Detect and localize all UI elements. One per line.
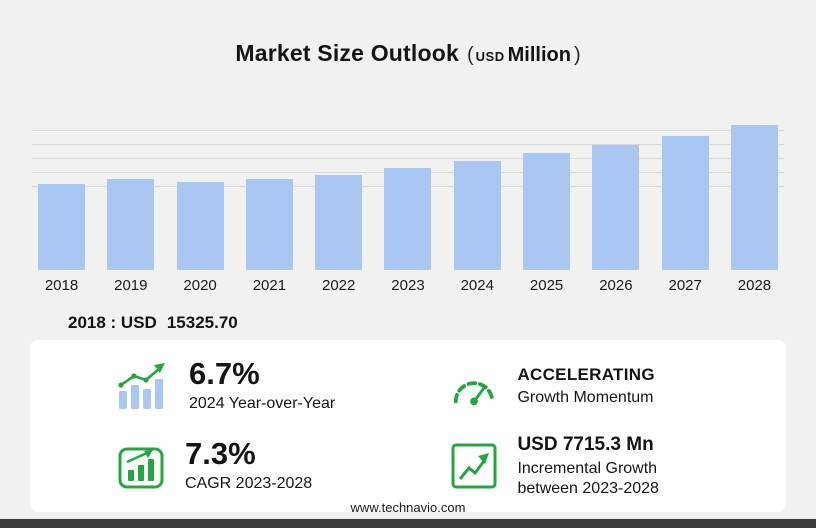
bar-2028 <box>730 124 778 270</box>
x-tick-2020: 2020 <box>183 277 217 294</box>
footer: www.technavio.com <box>0 500 816 515</box>
bar-2019 <box>107 179 155 270</box>
x-tick-2022: 2022 <box>322 277 356 294</box>
stat-incremental-text: USD 7715.3 Mn Incremental Growth between… <box>517 434 707 499</box>
title-text: Market Size Outlook <box>235 40 459 66</box>
x-tick-2024: 2024 <box>460 277 494 294</box>
stat-momentum-text: ACCELERATING Growth Momentum <box>517 365 654 408</box>
base-year-annotation: 2018 : USD 15325.70 <box>68 313 238 333</box>
stat-yoy-label: 2024 Year-over-Year <box>189 394 336 412</box>
bar-2022 <box>315 174 363 270</box>
footer-link[interactable]: www.technavio.com <box>350 500 466 515</box>
chart-title: Market Size Outlook (USD Million) <box>0 40 816 67</box>
x-axis-labels: 2018 2019 2020 2021 2022 2023 2024 2025 2026 2027… <box>32 277 784 294</box>
stat-cagr-label: CAGR 2023-2028 <box>185 474 313 492</box>
x-tick-2026: 2026 <box>599 277 633 294</box>
bar-chart-growth-icon <box>115 361 171 411</box>
paren-open-text: ( <box>467 44 474 66</box>
bar-2024 <box>453 161 501 270</box>
speedometer-icon <box>449 365 499 407</box>
x-tick-2028: 2028 <box>737 277 772 294</box>
x-tick-2023: 2023 <box>391 277 425 294</box>
stat-cagr-value: 7.3% <box>185 436 256 472</box>
bar-2023 <box>384 167 432 270</box>
stat-momentum: ACCELERATING Growth Momentum <box>449 346 768 426</box>
bar-2025 <box>523 153 571 270</box>
bar-2020 <box>176 182 224 270</box>
stat-incremental-label: Incremental Growth between 2023-2028 <box>517 459 659 497</box>
unit-currency-text: USD <box>475 49 505 64</box>
x-tick-2018: 2018 <box>44 277 79 294</box>
base-year-value: 15325.70 <box>166 313 238 332</box>
stat-yoy-text: 6.7% 2024 Year-over-Year <box>189 358 335 414</box>
stat-incremental-value: USD 7715.3 Mn <box>517 433 654 455</box>
bar-plot <box>32 120 784 270</box>
stat-momentum-value: ACCELERATING <box>517 364 655 384</box>
stat-momentum-label: Growth Momentum <box>517 388 654 406</box>
bars-row <box>32 120 784 270</box>
bar-2018 <box>38 184 85 270</box>
bottom-bar <box>0 519 816 528</box>
paren-close-text: ) <box>573 44 581 66</box>
bar-2026 <box>592 145 640 270</box>
x-tick-2027: 2027 <box>668 277 702 294</box>
incremental-growth-icon <box>449 441 499 491</box>
stat-cagr-text: 7.3% CAGR 2023-2028 <box>185 438 312 494</box>
stat-cagr: 7.3% CAGR 2023-2028 <box>115 426 449 506</box>
x-tick-2025: 2025 <box>529 277 564 294</box>
gridline <box>32 158 784 160</box>
unit-word-text: Million <box>507 44 571 66</box>
stat-yoy-value: 6.7% <box>189 356 260 392</box>
gridline <box>32 144 784 146</box>
x-tick-2021: 2021 <box>252 277 287 294</box>
x-tick-2019: 2019 <box>114 277 148 294</box>
bar-2021 <box>245 179 293 270</box>
title-unit: (USD Million) <box>467 44 581 66</box>
base-year-label: 2018 : USD <box>68 313 157 332</box>
bar-2027 <box>661 136 709 270</box>
stat-yoy-growth: 6.7% 2024 Year-over-Year <box>115 346 449 426</box>
stat-incremental: USD 7715.3 Mn Incremental Growth between… <box>449 426 768 506</box>
cagr-bars-icon <box>115 440 167 492</box>
stats-panel: 6.7% 2024 Year-over-Year ACCELERATING Gr… <box>30 340 786 512</box>
gridline <box>32 130 784 132</box>
